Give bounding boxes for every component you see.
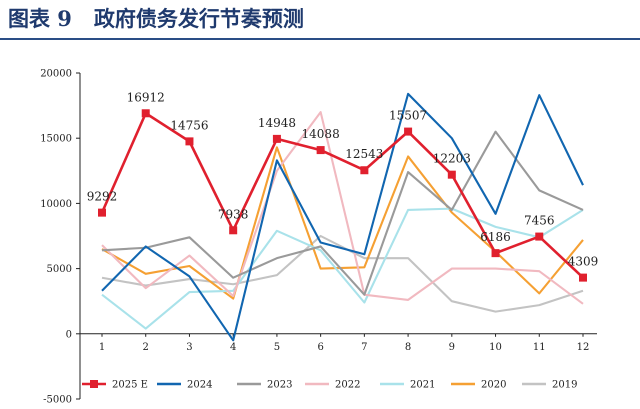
data-point-marker — [316, 146, 325, 155]
figure-title: 图表 9 政府债务发行节奏预测 — [8, 6, 304, 31]
data-point-marker — [535, 232, 544, 241]
series-line-2024 — [101, 92, 584, 342]
data-label: 16912 — [127, 90, 165, 104]
y-tick-label: 15000 — [40, 134, 72, 145]
data-label: 14948 — [258, 116, 296, 130]
legend-entry: 2022 — [335, 380, 360, 391]
y-tick-label: 10000 — [40, 199, 72, 210]
legend-entry: 2025 E — [112, 380, 148, 391]
series-line-2025-e — [100, 111, 584, 279]
data-point-marker — [579, 273, 587, 282]
data-label: 12543 — [345, 147, 383, 161]
x-tick-label: 10 — [489, 342, 502, 353]
data-label: 15507 — [389, 109, 427, 123]
data-point-marker — [447, 170, 456, 179]
data-point-marker — [141, 109, 150, 118]
y-tick-label: 5000 — [47, 264, 72, 275]
x-tick-label: 2 — [143, 342, 149, 353]
data-label: 6186 — [480, 230, 511, 244]
legend-entry: 2023 — [267, 380, 292, 391]
x-tick-label: 9 — [449, 342, 455, 353]
legend-entry: 2020 — [481, 380, 506, 391]
legend-entry: 2021 — [410, 380, 435, 391]
data-point-marker — [491, 249, 500, 258]
series-line-2021 — [101, 207, 584, 330]
data-point-marker — [98, 208, 106, 217]
series-lines — [98, 92, 587, 342]
series-line-2020 — [101, 146, 584, 300]
data-label: 14756 — [170, 118, 208, 132]
data-label: 12203 — [433, 152, 471, 166]
x-tick-label: 7 — [361, 342, 367, 353]
x-tick-label: 3 — [186, 342, 192, 353]
x-tick-label: 4 — [230, 342, 236, 353]
data-point-marker — [272, 134, 281, 143]
x-tick-label: 11 — [533, 342, 546, 353]
data-label: 7938 — [218, 207, 249, 221]
data-label: 14088 — [302, 127, 340, 141]
series-line-2023 — [101, 130, 584, 296]
legend-entry: 2019 — [552, 380, 577, 391]
x-tick-label: 12 — [577, 342, 590, 353]
data-label: 4309 — [568, 255, 599, 269]
series-line-2019 — [101, 234, 584, 313]
y-tick-label: -5000 — [43, 395, 72, 406]
title-divider — [0, 38, 640, 40]
legend-marker — [90, 380, 98, 388]
x-tick-label: 8 — [405, 342, 411, 353]
data-label: 7456 — [524, 214, 555, 228]
data-labels: 9292 16912 14756 7938 14948 14088 12543 15507 12… — [87, 90, 599, 268]
legend: 2025 E 2024 2023 2022 2021 2020 2019 — [82, 380, 577, 391]
x-tick-label: 6 — [317, 342, 323, 353]
data-point-marker — [360, 166, 369, 175]
x-tick-label: 1 — [99, 342, 105, 353]
y-tick-label: 0 — [66, 329, 72, 340]
data-label: 9292 — [87, 190, 118, 204]
series-line-2022 — [101, 111, 584, 305]
legend-entry: 2024 — [187, 380, 212, 391]
data-point-marker — [229, 226, 238, 235]
x-tick-label: 5 — [274, 342, 280, 353]
data-point-marker — [185, 137, 194, 146]
data-point-marker — [404, 127, 413, 136]
y-tick-label: 20000 — [40, 69, 72, 80]
